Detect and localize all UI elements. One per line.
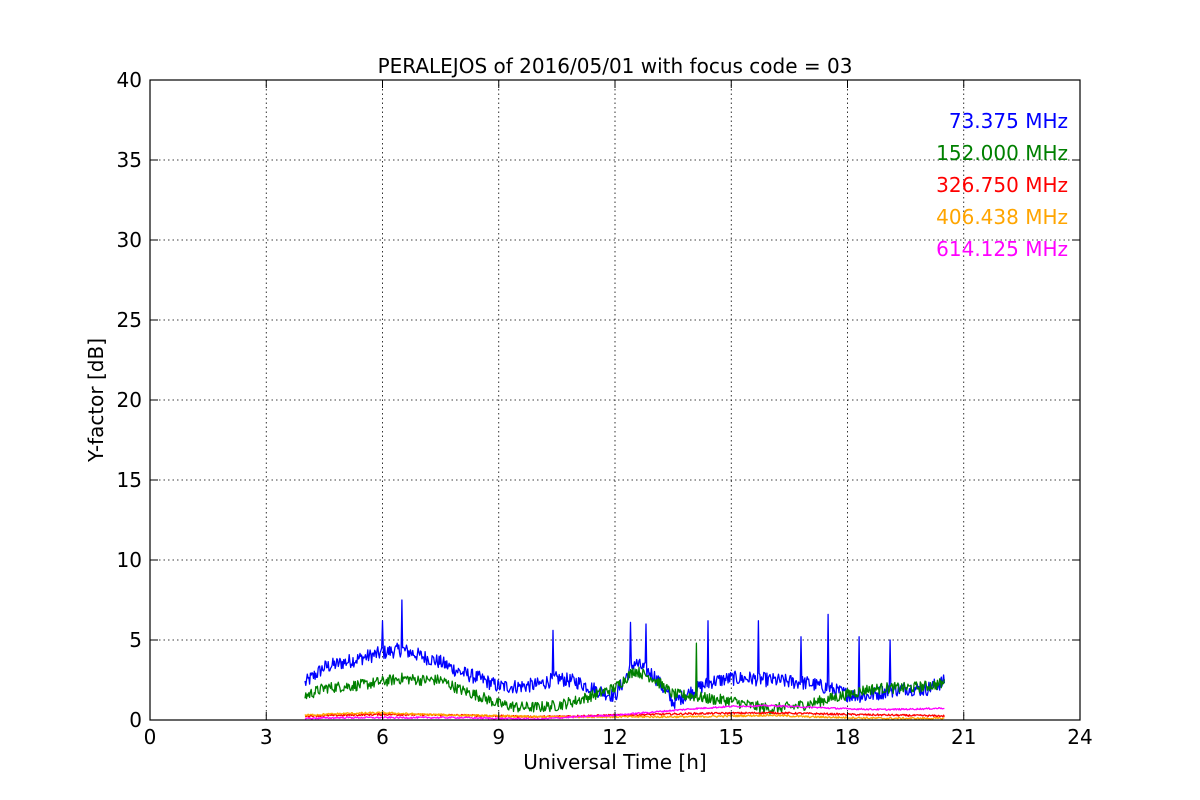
x-tick-label: 15 — [719, 725, 744, 749]
legend-entry-5: 614.125 MHz — [936, 237, 1068, 261]
x-axis-label: Universal Time [h] — [523, 750, 706, 774]
legend-entry-2: 152.000 MHz — [936, 141, 1068, 165]
y-tick-label: 5 — [129, 628, 142, 652]
legend: 73.375 MHz 152.000 MHz 326.750 MHz 406.438 … — [936, 109, 1068, 261]
series-line-5 — [304, 704, 945, 721]
y-tick-label: 20 — [117, 388, 142, 412]
legend-entry-4: 406.438 MHz — [936, 205, 1068, 229]
x-tick-label: 18 — [835, 725, 860, 749]
y-tick-label: 40 — [117, 68, 142, 92]
x-tick-label: 21 — [951, 725, 976, 749]
axis-ticks: 0 3 6 9 12 15 18 21 24 0 5 10 15 20 25 30 35 40 — [117, 68, 1093, 749]
y-tick-label: 35 — [117, 148, 142, 172]
x-tick-label: 9 — [492, 725, 505, 749]
x-tick-label: 12 — [602, 725, 627, 749]
x-tick-label: 0 — [144, 725, 157, 749]
y-tick-label: 30 — [117, 228, 142, 252]
legend-entry-1: 73.375 MHz — [949, 109, 1068, 133]
x-tick-label: 3 — [260, 725, 273, 749]
chart-title: PERALEJOS of 2016/05/01 with focus code … — [378, 54, 853, 78]
y-axis-label: Y-factor [dB] — [84, 338, 108, 463]
y-tick-label: 15 — [117, 468, 142, 492]
x-tick-label: 24 — [1067, 725, 1092, 749]
series-line-2 — [304, 642, 946, 715]
series-group — [304, 599, 946, 721]
legend-entry-3: 326.750 MHz — [936, 173, 1068, 197]
y-tick-label: 10 — [117, 548, 142, 572]
y-tick-label: 25 — [117, 308, 142, 332]
series-line-4 — [304, 711, 945, 721]
x-tick-label: 6 — [376, 725, 389, 749]
y-tick-label: 0 — [129, 708, 142, 732]
